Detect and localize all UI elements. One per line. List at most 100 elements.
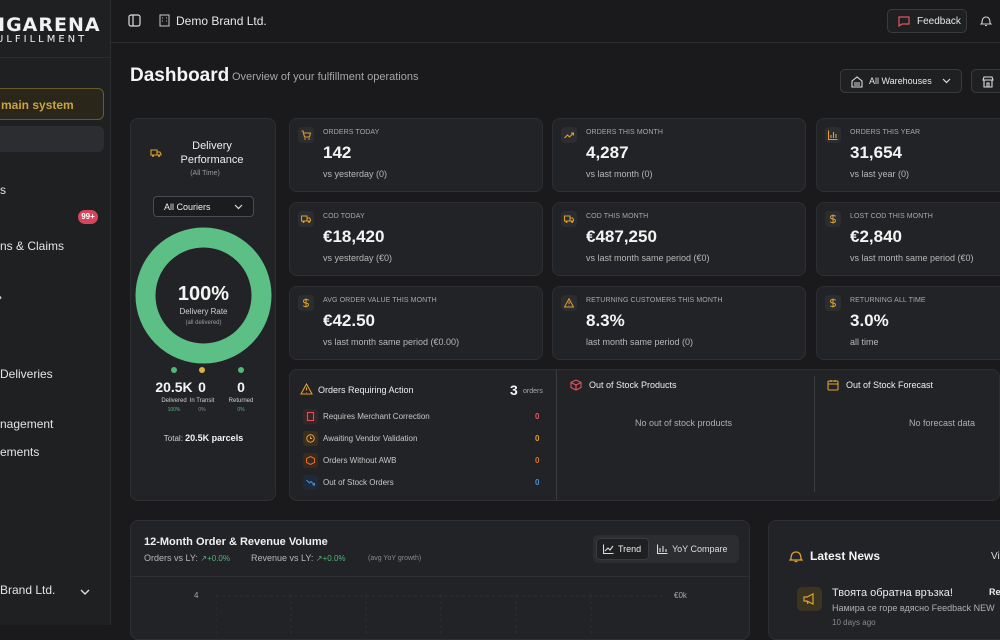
trend-divider xyxy=(131,576,749,577)
stat-card-avg-order-value-this-month: AVG ORDER VALUE THIS MONTH €42.50 vs last … xyxy=(289,286,543,360)
dollar-icon xyxy=(298,295,314,311)
feedback-label: Feedback xyxy=(917,16,961,27)
warning-icon xyxy=(561,295,577,311)
stat-compare: vs last month same period (€0.00) xyxy=(323,337,460,347)
y-axis-left-tick: 4 xyxy=(194,591,199,600)
bar-chart-icon xyxy=(825,127,841,143)
chevron-down-icon[interactable] xyxy=(80,589,90,596)
chevron-down-icon xyxy=(942,78,951,84)
delivered-count: 20.5K xyxy=(155,379,193,395)
delivery-title: Delivery Performance xyxy=(131,139,275,167)
stat-card-cod-today: COD TODAY €18,420 vs yesterday (€0) xyxy=(289,202,543,276)
revenue-change-value: +0.0% xyxy=(322,554,346,563)
delivery-total: Total: 20.5K parcels xyxy=(131,433,276,443)
stat-label: COD TODAY xyxy=(323,213,365,220)
stat-card-orders-today: ORDERS TODAY 142 vs yesterday (0) xyxy=(289,118,543,192)
sidebar-item-statements[interactable]: ements xyxy=(0,445,40,459)
stat-compare: vs last month same period (€0) xyxy=(850,253,974,263)
bar-chart-icon xyxy=(657,544,668,554)
news-item-title[interactable]: Твоята обратна връзка! xyxy=(832,587,953,599)
stat-label: RETURNING CUSTOMERS THIS MONTH xyxy=(586,297,723,304)
trend-up-icon xyxy=(561,127,577,143)
page-title: Dashboard xyxy=(130,65,230,86)
action-row-label: Out of Stock Orders xyxy=(323,478,394,487)
notification-badge: 99+ xyxy=(78,210,98,224)
chevron-down-icon xyxy=(234,204,243,210)
view-all-link[interactable]: Vi xyxy=(991,551,1000,562)
bell-icon[interactable] xyxy=(980,14,992,27)
action-count: 3 xyxy=(510,382,518,398)
action-row-merchant-correction[interactable]: Requires Merchant Correction 0 xyxy=(303,409,543,425)
returned-pct: 0% xyxy=(237,407,245,413)
calendar-icon xyxy=(827,380,839,391)
box-icon xyxy=(570,379,582,391)
sidebar-item-1[interactable]: s xyxy=(0,183,6,197)
sidebar-item-active[interactable] xyxy=(0,126,104,152)
delivery-rate-value: 100% xyxy=(177,283,230,305)
brand-name[interactable]: Demo Brand Ltd. xyxy=(176,14,267,28)
courier-select[interactable]: All Couriers xyxy=(153,196,254,217)
stat-label: ORDERS THIS YEAR xyxy=(850,129,921,136)
dollar-icon xyxy=(825,295,841,311)
stat-value: 3.0% xyxy=(850,311,889,330)
avg-note: (avg YoY growth) xyxy=(368,555,422,562)
transit-count: 0 xyxy=(198,379,206,395)
stat-value: €42.50 xyxy=(323,311,375,330)
page-subtitle: Overview of your fulfillment operations xyxy=(232,71,419,83)
delivered-pct: 100% xyxy=(167,407,181,413)
transit-dot xyxy=(199,367,205,373)
truck-icon xyxy=(298,211,314,227)
stat-compare: vs last month same period (€0) xyxy=(586,253,710,263)
tab-trend[interactable] xyxy=(596,538,649,560)
tab-trend-label[interactable]: Trend xyxy=(618,544,642,554)
domain-switch-button[interactable]: main system xyxy=(0,88,104,120)
delivered-label: Delivered xyxy=(161,398,187,404)
action-row-out-of-stock[interactable]: Out of Stock Orders 0 xyxy=(303,475,543,491)
stat-compare: vs yesterday (0) xyxy=(323,169,388,179)
action-row-vendor-validation[interactable]: Awaiting Vendor Validation 0 xyxy=(303,431,543,447)
transit-label: In Transit xyxy=(189,398,215,404)
news-card: Latest News Vi Твоята обратна връзка! На… xyxy=(768,520,1000,640)
building-icon xyxy=(159,14,170,27)
trend-down-icon xyxy=(303,475,318,490)
delivered-dot xyxy=(171,367,177,373)
action-row-without-awb[interactable]: Orders Without AWB 0 xyxy=(303,453,543,469)
revenue-change: ↗+0.0% xyxy=(315,554,346,563)
sidebar-item-deliveries[interactable]: Deliveries xyxy=(0,367,53,381)
stat-value: 4,287 xyxy=(586,143,629,162)
delivery-period: (All Time) xyxy=(190,170,220,177)
stat-card-cod-this-month: COD THIS MONTH €487,250 vs last month same… xyxy=(552,202,806,276)
store-filter-button[interactable] xyxy=(971,69,1000,93)
truck-icon xyxy=(561,211,577,227)
action-row-value: 0 xyxy=(535,412,540,421)
stat-value: 31,654 xyxy=(850,143,902,162)
tab-yoy-label[interactable]: YoY Compare xyxy=(672,544,728,554)
returned-label: Returned xyxy=(228,398,254,404)
sidebar-toggle-icon[interactable] xyxy=(128,14,141,27)
orders-vs-ly-label: Orders vs LY: xyxy=(144,553,198,563)
stat-compare: all time xyxy=(850,337,879,347)
feedback-button[interactable]: Feedback xyxy=(887,9,967,33)
action-row-value: 0 xyxy=(535,434,540,443)
stat-card-returning-customers-this-month: RETURNING CUSTOMERS THIS MONTH 8.3% last m… xyxy=(552,286,806,360)
courier-select-value: All Couriers xyxy=(164,202,211,212)
warehouse-filter[interactable]: All Warehouses xyxy=(840,69,962,93)
donut-arc xyxy=(135,227,272,364)
stat-compare: vs yesterday (€0) xyxy=(323,253,393,263)
sidebar-item-4[interactable]: › xyxy=(0,290,2,304)
message-icon xyxy=(898,16,910,27)
out-of-stock-empty: No out of stock products xyxy=(635,418,733,428)
truck-icon xyxy=(150,149,162,157)
line-chart-icon xyxy=(603,544,614,554)
account-brand[interactable]: Brand Ltd. xyxy=(0,583,56,597)
revenue-vs-ly-label: Revenue vs LY: xyxy=(251,553,314,563)
delivery-rate-label: Delivery Rate xyxy=(179,307,228,316)
delivery-performance-card: Delivery Performance (All Time) All Couri… xyxy=(130,118,276,501)
stat-value: 8.3% xyxy=(586,311,625,330)
stat-card-orders-this-year: ORDERS THIS YEAR 31,654 vs last year (0) xyxy=(816,118,1000,192)
megaphone-icon xyxy=(797,587,822,611)
sidebar-item-management[interactable]: nagement xyxy=(0,417,54,431)
doc-icon xyxy=(303,409,318,424)
sidebar-item-claims[interactable]: ns & Claims xyxy=(0,239,65,253)
store-icon xyxy=(982,76,994,88)
